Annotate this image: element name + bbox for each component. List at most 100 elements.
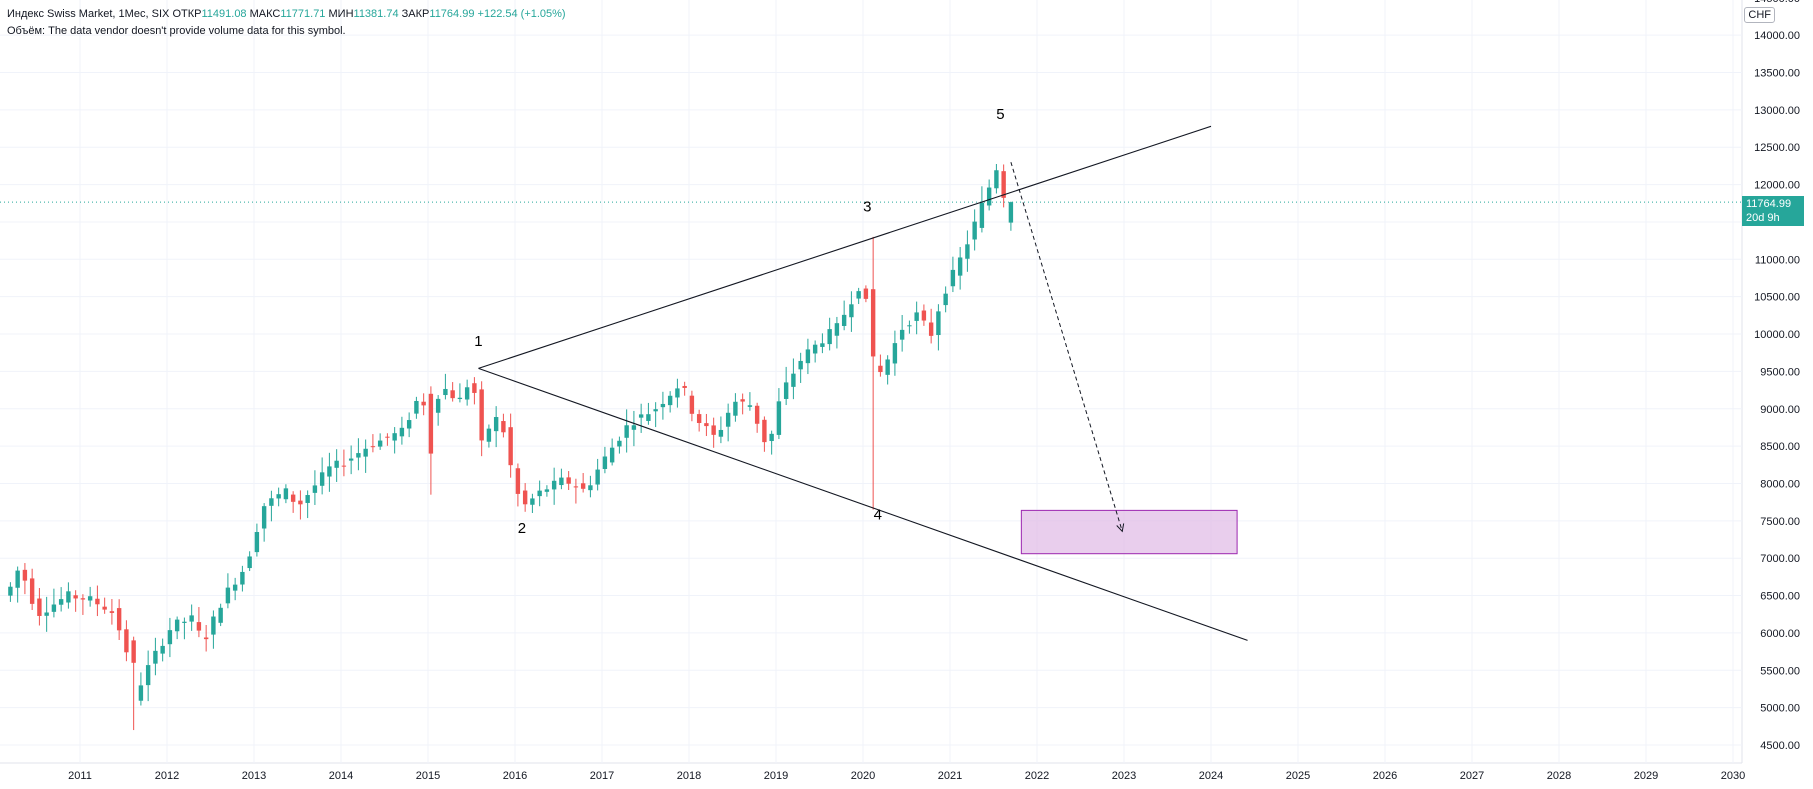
candle[interactable] <box>225 573 231 609</box>
candle[interactable] <box>783 366 789 406</box>
upper-trendline[interactable] <box>478 125 1212 369</box>
candle[interactable] <box>972 209 977 251</box>
lower-trendline[interactable] <box>478 367 1248 641</box>
candle[interactable] <box>283 484 289 504</box>
candle[interactable] <box>899 315 905 352</box>
candle[interactable] <box>928 308 934 344</box>
candle[interactable] <box>196 607 202 638</box>
candle[interactable] <box>247 551 252 572</box>
candle[interactable] <box>624 409 629 453</box>
candle[interactable] <box>595 458 600 491</box>
candle[interactable] <box>334 449 339 482</box>
candle[interactable] <box>870 236 876 510</box>
candle[interactable] <box>508 413 513 478</box>
candle[interactable] <box>341 449 347 477</box>
candle[interactable] <box>261 503 267 542</box>
candle[interactable] <box>124 620 129 662</box>
candle[interactable] <box>58 587 64 612</box>
candle[interactable] <box>116 599 122 640</box>
candle[interactable] <box>965 230 970 272</box>
candle[interactable] <box>457 383 463 403</box>
candle[interactable] <box>834 316 840 349</box>
candle[interactable] <box>428 386 434 495</box>
candle[interactable] <box>138 672 144 706</box>
wave-label[interactable]: 4 <box>874 506 882 523</box>
candle[interactable] <box>551 467 557 505</box>
candle[interactable] <box>522 483 528 512</box>
candle[interactable] <box>863 285 869 303</box>
candle[interactable] <box>689 390 695 422</box>
candle[interactable] <box>907 320 912 334</box>
candle[interactable] <box>638 403 644 433</box>
candle[interactable] <box>979 186 985 233</box>
candle[interactable] <box>464 379 470 406</box>
candle[interactable] <box>530 493 535 513</box>
candle[interactable] <box>406 412 412 438</box>
candle[interactable] <box>493 406 499 448</box>
candle[interactable] <box>950 256 956 293</box>
target-zone-rectangle[interactable] <box>1020 509 1238 555</box>
candle[interactable] <box>8 582 13 602</box>
candle[interactable] <box>544 485 550 497</box>
candle[interactable] <box>305 490 310 519</box>
candle[interactable] <box>914 301 919 335</box>
candle[interactable] <box>878 354 883 377</box>
candle[interactable] <box>501 413 506 438</box>
projection-dashed-arrow[interactable] <box>1010 162 1123 532</box>
candle[interactable] <box>660 391 666 420</box>
candle[interactable] <box>921 304 927 326</box>
candle[interactable] <box>232 577 238 601</box>
candle[interactable] <box>718 416 724 444</box>
candle[interactable] <box>414 396 419 419</box>
wave-label[interactable]: 5 <box>996 106 1004 123</box>
candle[interactable] <box>537 480 542 507</box>
candle[interactable] <box>385 433 390 446</box>
candle[interactable] <box>203 624 209 652</box>
candle[interactable] <box>588 475 593 498</box>
candle[interactable] <box>421 393 426 416</box>
candle[interactable] <box>667 391 673 413</box>
candle[interactable] <box>573 478 579 504</box>
candle[interactable] <box>1008 201 1014 231</box>
candle[interactable] <box>269 490 274 522</box>
candle[interactable] <box>943 286 948 313</box>
candle[interactable] <box>631 410 637 447</box>
candle[interactable] <box>363 439 368 473</box>
candle[interactable] <box>892 330 898 376</box>
candle[interactable] <box>22 563 28 595</box>
candle[interactable] <box>994 163 999 194</box>
candle[interactable] <box>392 427 397 454</box>
candle[interactable] <box>319 457 325 495</box>
drawing-layer[interactable]: 1 2 3 4 5 <box>0 106 1742 641</box>
candle[interactable] <box>153 637 158 676</box>
candle[interactable] <box>986 179 992 211</box>
candle[interactable] <box>356 438 361 471</box>
candle[interactable] <box>348 445 354 475</box>
candle[interactable] <box>602 446 608 474</box>
candle[interactable] <box>377 433 383 450</box>
candle[interactable] <box>725 403 731 442</box>
wave-label[interactable]: 3 <box>863 198 871 215</box>
candle[interactable] <box>450 382 455 402</box>
candle[interactable] <box>189 604 194 631</box>
candlestick-series[interactable] <box>8 163 1014 731</box>
candle[interactable] <box>254 523 260 557</box>
candle[interactable] <box>559 468 564 490</box>
candle[interactable] <box>131 636 136 731</box>
candle[interactable] <box>609 438 615 466</box>
candle[interactable] <box>1001 164 1006 208</box>
candle[interactable] <box>37 588 42 626</box>
symbol-title[interactable]: Индекс Swiss Market, 1Мес, SIX <box>7 8 170 20</box>
candle[interactable] <box>312 470 318 505</box>
candle[interactable] <box>566 471 571 491</box>
candle[interactable] <box>841 300 847 331</box>
candle[interactable] <box>747 392 753 411</box>
candle[interactable] <box>290 491 296 513</box>
candle[interactable] <box>827 317 832 351</box>
candle[interactable] <box>849 291 854 332</box>
candle[interactable] <box>580 473 586 493</box>
candle[interactable] <box>218 603 223 627</box>
candle[interactable] <box>515 463 521 507</box>
candle[interactable] <box>145 650 151 702</box>
